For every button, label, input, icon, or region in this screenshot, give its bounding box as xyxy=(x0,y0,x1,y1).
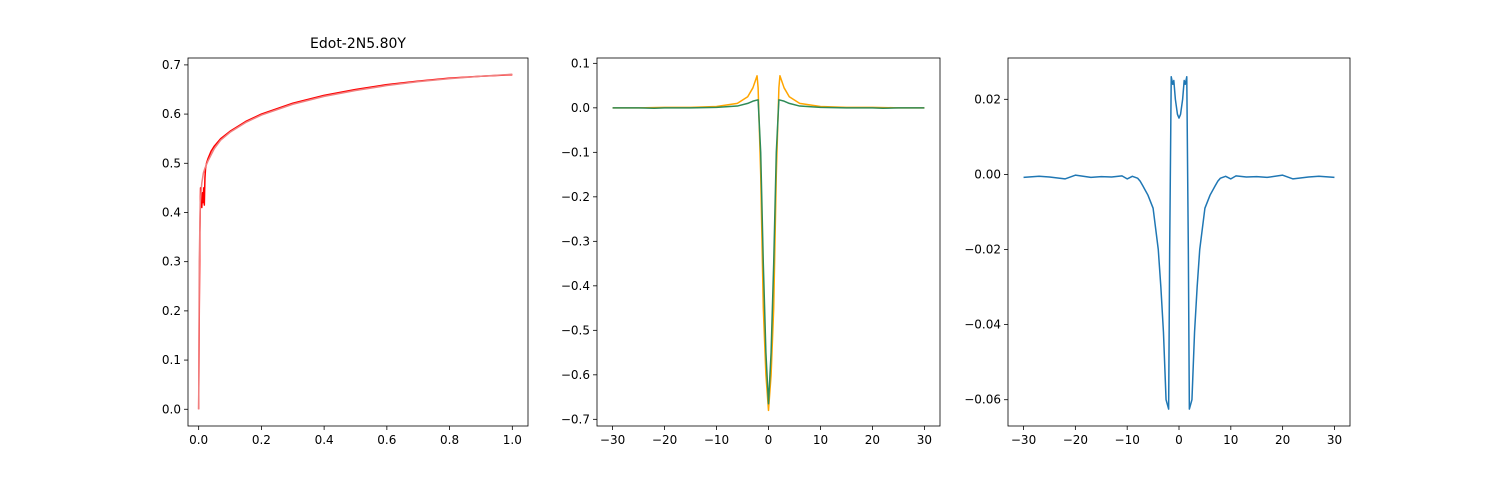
y-tick-label: −0.06 xyxy=(964,393,1001,407)
x-tick-label: 0 xyxy=(1175,433,1183,447)
x-tick-label: −20 xyxy=(652,433,677,447)
series-line-1 xyxy=(1023,76,1335,410)
y-tick-label: 0.0 xyxy=(571,101,590,115)
chart-panel-1: Edot-2N5.80Y 0.0 0.2 0.4 0.6 0.8 1.0 0.0 0.1 0.2… xyxy=(162,36,529,447)
x-tick-label: 10 xyxy=(1223,433,1238,447)
y-tick-label: −0.6 xyxy=(561,368,590,382)
axes-frame xyxy=(187,57,529,427)
y-tick-label: −0.2 xyxy=(561,190,590,204)
y-tick-label: 0.1 xyxy=(162,353,181,367)
series-line-1 xyxy=(197,73,513,410)
x-tick-label: 0.2 xyxy=(252,433,271,447)
x-tick-label: −10 xyxy=(1115,433,1140,447)
y-tick-label: 0.2 xyxy=(162,304,181,318)
chart-panel-2: −30 −20 −10 0 10 20 30 0.1 0.0 −0.1 −0.2 −0.3 −0.4 −0… xyxy=(561,56,941,447)
series-line-2 xyxy=(612,99,925,405)
x-tick-label: −10 xyxy=(704,433,729,447)
x-tick-label: 0.4 xyxy=(315,433,334,447)
series-line-2 xyxy=(197,73,513,410)
y-tick-label: 0.6 xyxy=(162,107,181,121)
chart-title: Edot-2N5.80Y xyxy=(310,36,406,52)
y-tick-label: 0.7 xyxy=(162,58,181,72)
y-tick-label: 0.4 xyxy=(162,205,181,219)
y-tick-label: −0.4 xyxy=(561,279,590,293)
x-tick-label: 1.0 xyxy=(503,433,522,447)
y-tick-label: 0.0 xyxy=(162,402,181,416)
x-tick-label: 20 xyxy=(1275,433,1290,447)
y-tick-label: 0.02 xyxy=(974,92,1001,106)
x-tick-label: −20 xyxy=(1063,433,1088,447)
x-tick-label: 0 xyxy=(765,433,773,447)
y-tick-label: 0.5 xyxy=(162,156,181,170)
y-tick-label: −0.7 xyxy=(561,412,590,426)
x-tick-label: 10 xyxy=(813,433,828,447)
x-tick-label: 30 xyxy=(1327,433,1342,447)
y-tick-label: −0.5 xyxy=(561,323,590,337)
y-tick-label: −0.3 xyxy=(561,234,590,248)
x-tick-label: −30 xyxy=(1011,433,1036,447)
x-tick-label: 0.8 xyxy=(440,433,459,447)
chart-panel-3: −30 −20 −10 0 10 20 30 0.02 0.00 −0.02 −0.04 −0.06 xyxy=(964,57,1351,447)
x-tick-label: −30 xyxy=(600,433,625,447)
y-tick-label: 0.3 xyxy=(162,255,181,269)
y-tick-label: −0.04 xyxy=(964,318,1001,332)
series-line-1 xyxy=(612,75,925,412)
y-tick-label: −0.1 xyxy=(561,145,590,159)
x-tick-label: 20 xyxy=(865,433,880,447)
x-tick-label: 0.0 xyxy=(189,433,208,447)
y-tick-label: 0.1 xyxy=(571,56,590,70)
y-tick-label: 0.00 xyxy=(974,167,1001,181)
y-tick-label: −0.02 xyxy=(964,243,1001,257)
x-tick-label: 0.6 xyxy=(377,433,396,447)
x-tick-label: 30 xyxy=(917,433,932,447)
